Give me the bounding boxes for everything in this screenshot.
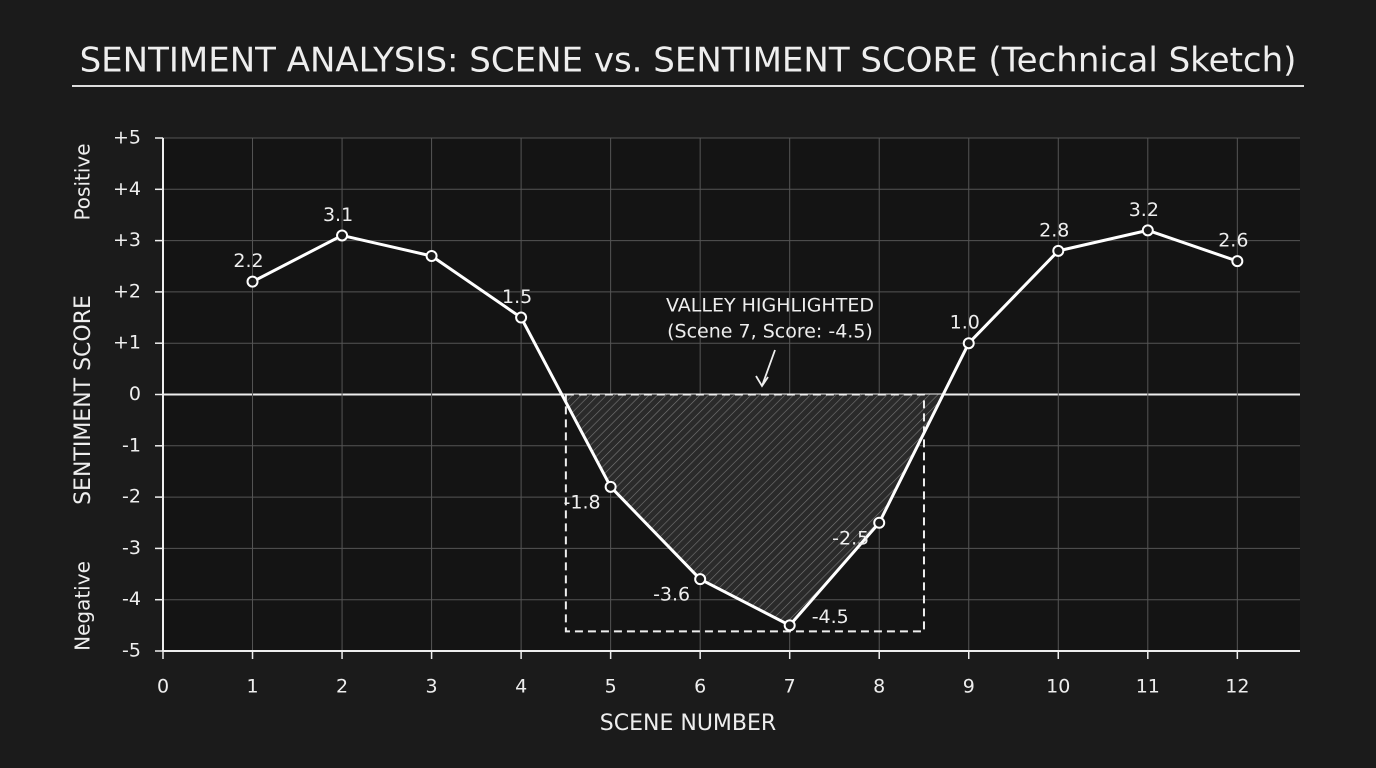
annotation-arrow [755,349,776,388]
value-label: -4.5 [812,606,849,628]
value-label: 3.2 [1129,199,1159,221]
x-tick-label: 8 [873,676,885,698]
y-positive-label: Positive [71,143,95,220]
x-tick-label: 1 [246,676,258,698]
point [515,311,528,324]
point [246,275,259,288]
value-label: 3.1 [323,204,353,226]
x-tick-label: 11 [1136,676,1160,698]
chart-title: SENTIMENT ANALYSIS: SCENE vs. SENTIMENT … [80,41,1297,81]
y-tick-label: +2 [113,280,141,302]
value-label: 2.6 [1218,230,1248,252]
point [1052,244,1065,257]
y-tick-label: -2 [122,486,141,508]
x-tick-label: 0 [157,676,169,698]
y-axis-label: SENTIMENT SCORE [71,295,96,505]
point [1141,224,1154,237]
x-tick-label: 6 [694,676,706,698]
point [962,337,975,350]
point [604,480,617,493]
annotation-line: VALLEY HIGHLIGHTED [666,295,874,317]
valley-box [564,393,925,633]
value-label: 2.2 [233,250,263,272]
y-tick-label: 0 [129,383,141,405]
line [251,228,1238,627]
y-tick-label: -3 [122,537,141,559]
y-negative-label: Negative [71,561,95,651]
x-tick-label: 9 [963,676,975,698]
y-tick-label: +4 [113,178,141,200]
y-tick-label: -1 [122,434,141,456]
value-label: -2.5 [832,527,869,549]
value-label: -3.6 [653,584,690,606]
x-axis-label: SCENE NUMBER [600,711,776,736]
x-tick-label: 2 [336,676,348,698]
point [873,516,886,529]
point [336,229,349,242]
x-tick-label: 4 [515,676,527,698]
y-tick-label: +5 [113,127,141,149]
value-label: 2.8 [1039,219,1069,241]
valley-hatch [561,394,944,626]
point [425,249,438,262]
x-tick-label: 7 [784,676,796,698]
x-tick-label: 3 [426,676,438,698]
x-tick-label: 10 [1046,676,1070,698]
point [783,619,796,632]
y-tick-label: -4 [122,588,141,610]
annotation-line: (Scene 7, Score: -4.5) [667,321,873,343]
x-tick-label: 12 [1225,676,1249,698]
value-label: 1.5 [502,286,532,308]
x-tick-label: 5 [605,676,617,698]
y-tick-label: -5 [122,640,141,662]
plot-area: +5+4+3+2+10-1-2-3-4-50 1 2 3 4 5 6 7 8 9 10 11 122.2… [113,127,1300,698]
value-label: 1.0 [950,312,980,334]
y-tick-label: +3 [113,229,141,251]
y-tick-label: +1 [113,332,141,354]
point [694,573,707,586]
value-label: -1.8 [564,491,601,513]
point [1231,255,1244,268]
